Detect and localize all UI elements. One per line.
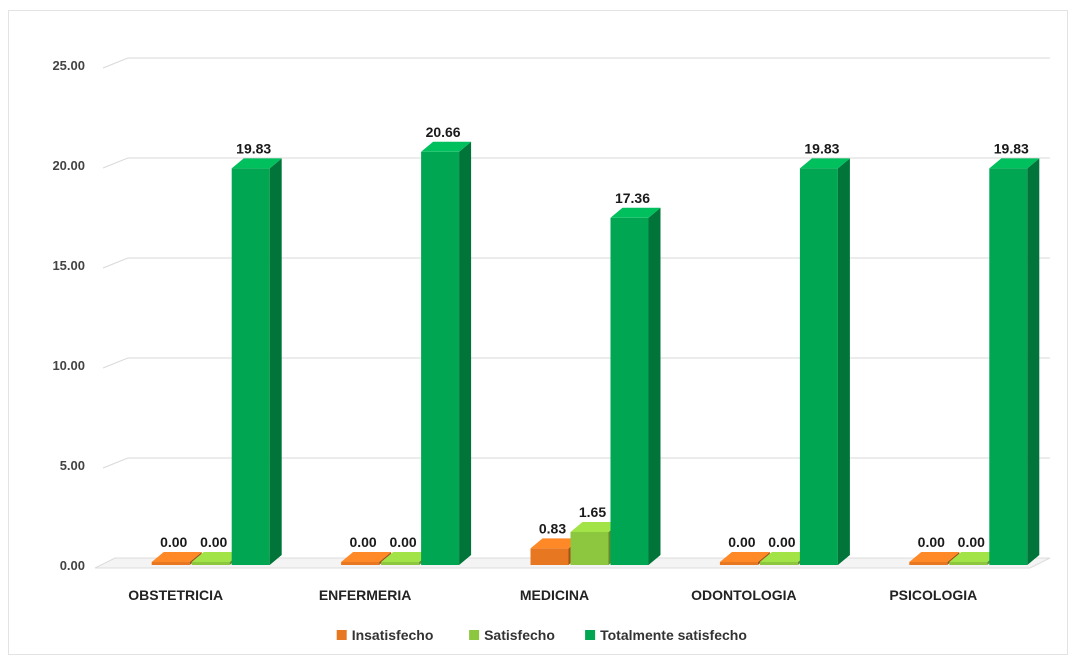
bar-totalmente-satisfecho [231, 168, 270, 565]
data-label: 0.00 [958, 534, 985, 550]
gridline-diag [102, 157, 129, 169]
bar-side [648, 207, 661, 566]
y-tick-label: 0.00 [60, 558, 85, 573]
legend-label: Satisfecho [484, 627, 555, 643]
data-label: 0.00 [160, 534, 187, 550]
bar-insatisfecho [530, 548, 569, 565]
data-label: 1.65 [579, 504, 606, 520]
bar-insatisfecho [151, 562, 190, 565]
bar-top [719, 552, 770, 562]
bar-insatisfecho [341, 562, 380, 565]
y-tick-label: 10.00 [52, 358, 85, 373]
legend-swatch [469, 630, 480, 640]
bar-top [421, 141, 472, 152]
data-label: 19.83 [994, 140, 1029, 156]
gridline-diag [102, 257, 129, 269]
data-label: 17.36 [615, 190, 650, 206]
bar-top [799, 158, 850, 169]
data-label: 0.00 [918, 534, 945, 550]
bar-top [341, 552, 392, 562]
data-label: 0.00 [728, 534, 755, 550]
x-tick-label: ENFERMERIA [319, 587, 412, 603]
x-tick-label: PSICOLOGIA [889, 587, 977, 603]
bar-satisfecho [570, 532, 609, 565]
data-label: 0.00 [768, 534, 795, 550]
data-label: 19.83 [804, 140, 839, 156]
bar-side [1027, 158, 1040, 565]
bar-top [381, 552, 432, 562]
bar-top [989, 158, 1040, 169]
bar-insatisfecho [909, 562, 948, 565]
bar-satisfecho [759, 562, 798, 565]
bar-top [530, 538, 581, 549]
bar-totalmente-satisfecho [421, 151, 460, 566]
bar-top [610, 207, 661, 218]
bar-top [151, 552, 202, 562]
y-tick-label: 25.00 [52, 58, 85, 73]
data-label: 0.83 [539, 520, 566, 536]
x-tick-label: MEDICINA [520, 587, 589, 603]
data-label: 20.66 [426, 124, 461, 140]
bar-totalmente-satisfecho [989, 168, 1028, 565]
data-label: 19.83 [236, 140, 271, 156]
bar-satisfecho [381, 562, 420, 565]
bar-totalmente-satisfecho [799, 168, 838, 565]
bar-top [570, 522, 621, 532]
x-tick-label: OBSTETRICIA [128, 587, 223, 603]
bar-top [191, 552, 242, 562]
gridline-diag [102, 457, 129, 469]
bar-satisfecho [949, 562, 988, 565]
bar-side [459, 141, 472, 566]
y-tick-label: 5.00 [60, 458, 85, 473]
bar-top [949, 552, 1000, 562]
legend-label: Totalmente satisfecho [600, 627, 747, 643]
bar-side [837, 158, 850, 565]
bar-side [269, 158, 282, 565]
bar-top [231, 158, 282, 169]
y-tick-label: 15.00 [52, 258, 85, 273]
legend-swatch [336, 630, 347, 640]
data-label: 0.00 [200, 534, 227, 550]
data-label: 0.00 [349, 534, 376, 550]
bar-insatisfecho [719, 562, 758, 565]
legend-swatch [585, 630, 596, 640]
bar-totalmente-satisfecho [610, 217, 649, 566]
data-label: 0.00 [389, 534, 416, 550]
bar-top [909, 552, 960, 562]
x-tick-label: ODONTOLOGIA [691, 587, 797, 603]
gridline-diag [102, 57, 129, 69]
legend-label: Insatisfecho [352, 627, 434, 643]
bar-satisfecho [191, 562, 230, 565]
gridline-diag [102, 357, 129, 369]
y-tick-label: 20.00 [52, 158, 85, 173]
bar-top [759, 552, 810, 562]
